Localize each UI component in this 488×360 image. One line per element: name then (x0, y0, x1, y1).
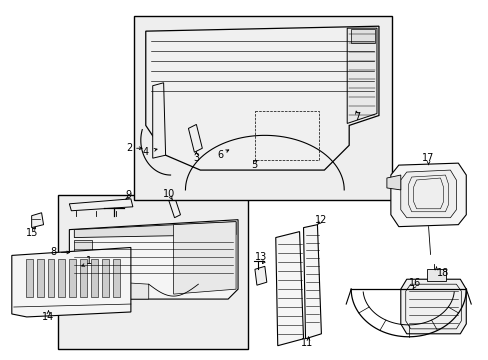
Polygon shape (168, 197, 180, 218)
Text: 2: 2 (125, 143, 132, 153)
Bar (26, 260, 33, 297)
Bar (113, 260, 120, 297)
Polygon shape (400, 170, 455, 218)
Polygon shape (188, 125, 202, 152)
Text: 7: 7 (353, 112, 360, 122)
Polygon shape (346, 28, 376, 123)
Polygon shape (74, 222, 236, 238)
Polygon shape (69, 279, 148, 299)
Bar (91, 260, 98, 297)
Bar (43, 289, 51, 297)
Polygon shape (40, 284, 59, 309)
Text: 16: 16 (407, 278, 420, 288)
Text: 4: 4 (142, 147, 148, 157)
Text: 18: 18 (436, 268, 448, 278)
Text: 8: 8 (50, 247, 57, 257)
Bar (59, 260, 65, 297)
Bar (426, 269, 446, 281)
Polygon shape (145, 26, 378, 170)
Polygon shape (12, 247, 131, 317)
Text: 14: 14 (42, 312, 55, 322)
Text: 10: 10 (162, 189, 174, 199)
Polygon shape (254, 266, 266, 285)
Bar (134, 16, 391, 200)
Text: 12: 12 (315, 215, 327, 225)
Polygon shape (275, 231, 303, 346)
Text: 3: 3 (193, 153, 199, 163)
Bar (102, 260, 109, 297)
Bar (80, 260, 87, 297)
Polygon shape (386, 175, 400, 190)
Polygon shape (32, 213, 43, 228)
Polygon shape (173, 222, 236, 294)
Bar (350, 29, 374, 43)
Text: 11: 11 (301, 338, 313, 348)
Text: 17: 17 (422, 153, 434, 163)
Polygon shape (69, 220, 238, 299)
Polygon shape (400, 279, 466, 334)
Bar (74, 239, 92, 260)
Bar (74, 264, 89, 279)
Polygon shape (69, 199, 133, 211)
Bar (69, 260, 76, 297)
Text: 6: 6 (217, 150, 223, 160)
Text: 1: 1 (86, 256, 92, 266)
Bar (59, 195, 247, 349)
Polygon shape (390, 163, 466, 227)
Bar (37, 260, 43, 297)
Text: 13: 13 (254, 252, 266, 262)
Text: 5: 5 (250, 160, 257, 170)
Polygon shape (152, 83, 165, 158)
Bar (47, 260, 54, 297)
Text: 9: 9 (125, 190, 132, 200)
Text: 15: 15 (25, 228, 38, 238)
Bar (254, 111, 319, 160)
Polygon shape (303, 225, 321, 339)
